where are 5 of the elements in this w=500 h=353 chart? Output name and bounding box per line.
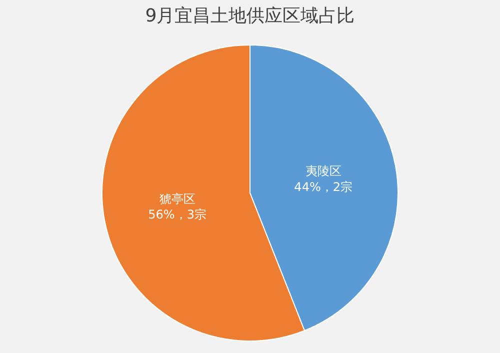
data-label: 44%，2宗 — [294, 180, 352, 194]
slice-label: 夷陵区 — [305, 164, 342, 178]
data-label: 56%，3宗 — [148, 208, 206, 222]
chart-title: 9月宜昌土地供应区域占比 — [145, 5, 355, 26]
slice-label: 猇亭区 — [159, 192, 196, 206]
